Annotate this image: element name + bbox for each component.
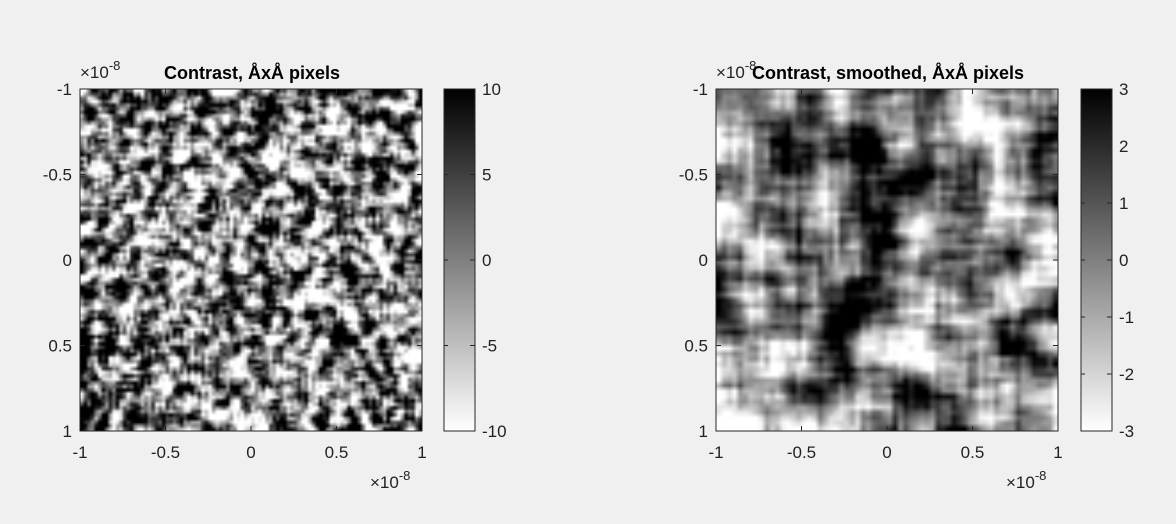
y-tick-label: -0.5 <box>679 166 708 185</box>
x-exponent-power: -8 <box>1035 468 1047 483</box>
x-tick-label: -1 <box>708 443 723 462</box>
y-tick-label: 1 <box>699 422 708 441</box>
heatmap-image <box>716 89 1058 431</box>
x-exponent-label: ×10-8 <box>1006 468 1046 492</box>
colorbar-tick-label: -10 <box>482 422 507 441</box>
colorbar-tick-label: 1 <box>1119 194 1128 213</box>
x-exponent-base: ×10 <box>1006 473 1035 492</box>
chart-panel-2: -1 -0.5 0 0.5 1-1-0.500.51×10-8×10-8Contrast… <box>679 58 1134 492</box>
x-exponent-power: -8 <box>399 468 411 483</box>
chart-title: Contrast, smoothed, ÅxÅ pixels <box>752 63 1024 83</box>
x-tick-label: -1 <box>72 443 87 462</box>
x-tick-label: 1 <box>417 443 426 462</box>
y-tick-label: 0 <box>63 251 72 270</box>
heatmap-image <box>80 89 422 431</box>
x-exponent-base: ×10 <box>370 473 399 492</box>
y-tick-label: -0.5 <box>43 166 72 185</box>
x-tick-label: -0.5 <box>151 443 180 462</box>
chart-panel-1: -1 -0.5 0 0.5 1-1-0.500.51×10-8×10-8Contrast… <box>43 58 507 492</box>
x-tick-label: 1 <box>1053 443 1062 462</box>
colorbar-tick-label: -2 <box>1119 365 1134 384</box>
y-tick-label: 1 <box>63 422 72 441</box>
y-tick-label: 0 <box>699 251 708 270</box>
chart-title: Contrast, ÅxÅ pixels <box>164 63 340 83</box>
x-tick-label: -0.5 <box>787 443 816 462</box>
y-tick-label: 0.5 <box>48 337 72 356</box>
y-tick-label: 0.5 <box>684 337 708 356</box>
y-exponent-label: ×10-8 <box>80 58 120 82</box>
x-tick-label: 0.5 <box>961 443 985 462</box>
x-tick-label: 0.5 <box>325 443 349 462</box>
y-exponent-power: -8 <box>109 58 121 73</box>
y-exponent-label: ×10-8 <box>716 58 756 82</box>
y-tick-label: -1 <box>693 80 708 99</box>
colorbar-tick-label: -1 <box>1119 308 1134 327</box>
colorbar-tick-label: -3 <box>1119 422 1134 441</box>
colorbar-tick-label: 0 <box>1119 251 1128 270</box>
colorbar-tick-label: 3 <box>1119 80 1128 99</box>
y-tick-label: -1 <box>57 80 72 99</box>
colorbar-tick-label: 10 <box>482 80 501 99</box>
x-exponent-label: ×10-8 <box>370 468 410 492</box>
y-exponent-base: ×10 <box>716 63 745 82</box>
colorbar-tick-label: 0 <box>482 251 491 270</box>
y-exponent-base: ×10 <box>80 63 109 82</box>
x-tick-label: 0 <box>246 443 255 462</box>
colorbar <box>1080 88 1113 432</box>
colorbar-tick-label: -5 <box>482 337 497 356</box>
y-exponent-power: -8 <box>745 58 757 73</box>
x-tick-label: 0 <box>882 443 891 462</box>
colorbar-tick-label: 5 <box>482 166 491 185</box>
colorbar-tick-label: 2 <box>1119 137 1128 156</box>
